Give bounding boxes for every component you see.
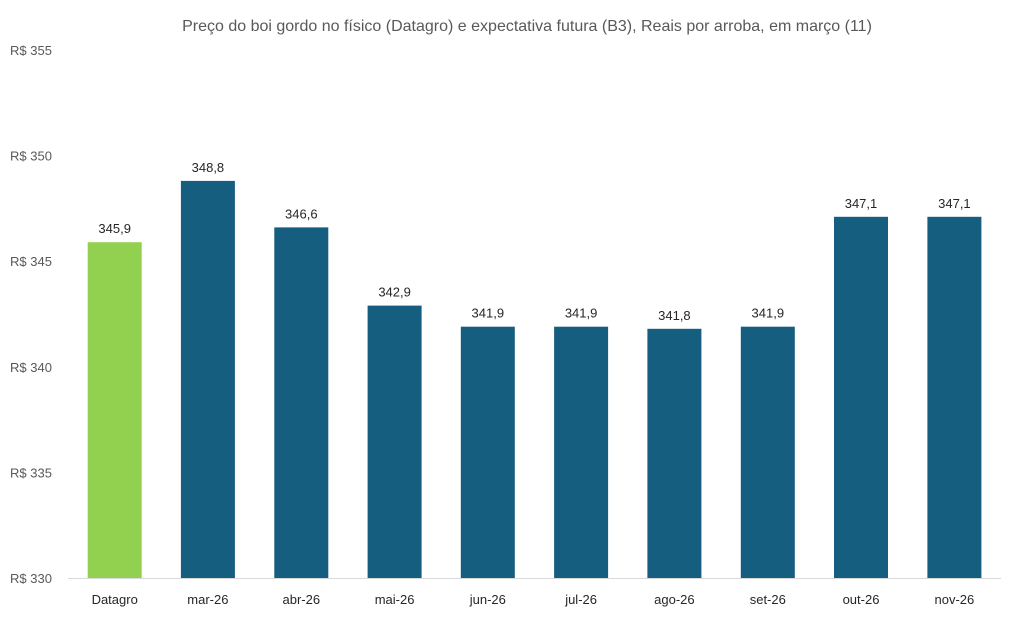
bar-value-label: 346,6	[285, 206, 318, 221]
bar	[274, 227, 329, 578]
x-axis: Datagro mar-26 abr-26 mai-26 jun-26 jul-26 ago…	[92, 592, 975, 607]
y-tick-label: R$ 350	[10, 149, 52, 164]
chart-title: Preço do boi gordo no físico (Datagro) e…	[182, 18, 872, 35]
bar-value-label: 341,9	[752, 306, 785, 321]
bar-value-label: 341,9	[472, 306, 505, 321]
bar	[647, 328, 702, 578]
bar-value-label: 348,8	[192, 160, 225, 175]
bar	[927, 216, 982, 579]
x-tick-label: jun-26	[469, 592, 506, 607]
x-tick-label: Datagro	[92, 592, 138, 607]
y-tick-label: R$ 345	[10, 254, 52, 269]
x-tick-label: out-26	[843, 592, 880, 607]
bar-series	[87, 180, 982, 579]
bar-value-label: 341,9	[565, 306, 598, 321]
y-tick-label: R$ 355	[10, 43, 52, 58]
bar	[554, 326, 609, 578]
bar-value-label: 342,9	[378, 285, 411, 300]
bar	[740, 326, 795, 578]
bar-value-label: 347,1	[845, 196, 878, 211]
y-tick-label: R$ 330	[10, 571, 52, 586]
y-axis: R$ 330 R$ 335 R$ 340 R$ 345 R$ 350 R$ 355	[10, 43, 52, 586]
bar-value-label: 347,1	[938, 196, 971, 211]
bar	[834, 216, 888, 579]
x-tick-label: mai-26	[375, 592, 415, 607]
x-tick-label: nov-26	[935, 592, 975, 607]
x-tick-label: ago-26	[654, 592, 694, 607]
x-tick-label: mar-26	[187, 592, 228, 607]
bar-value-label: 341,8	[658, 308, 691, 323]
data-labels: 345,9 348,8 346,6 342,9 341,9 341,9 341,8 341,9…	[98, 160, 970, 323]
y-tick-label: R$ 340	[10, 360, 52, 375]
x-tick-label: set-26	[750, 592, 786, 607]
x-tick-label: jul-26	[564, 592, 597, 607]
bar-value-label: 345,9	[98, 221, 131, 236]
bar	[460, 326, 515, 578]
x-tick-label: abr-26	[283, 592, 321, 607]
bar	[367, 305, 422, 578]
bar	[180, 180, 235, 578]
y-tick-label: R$ 335	[10, 465, 52, 480]
bar	[87, 242, 142, 578]
